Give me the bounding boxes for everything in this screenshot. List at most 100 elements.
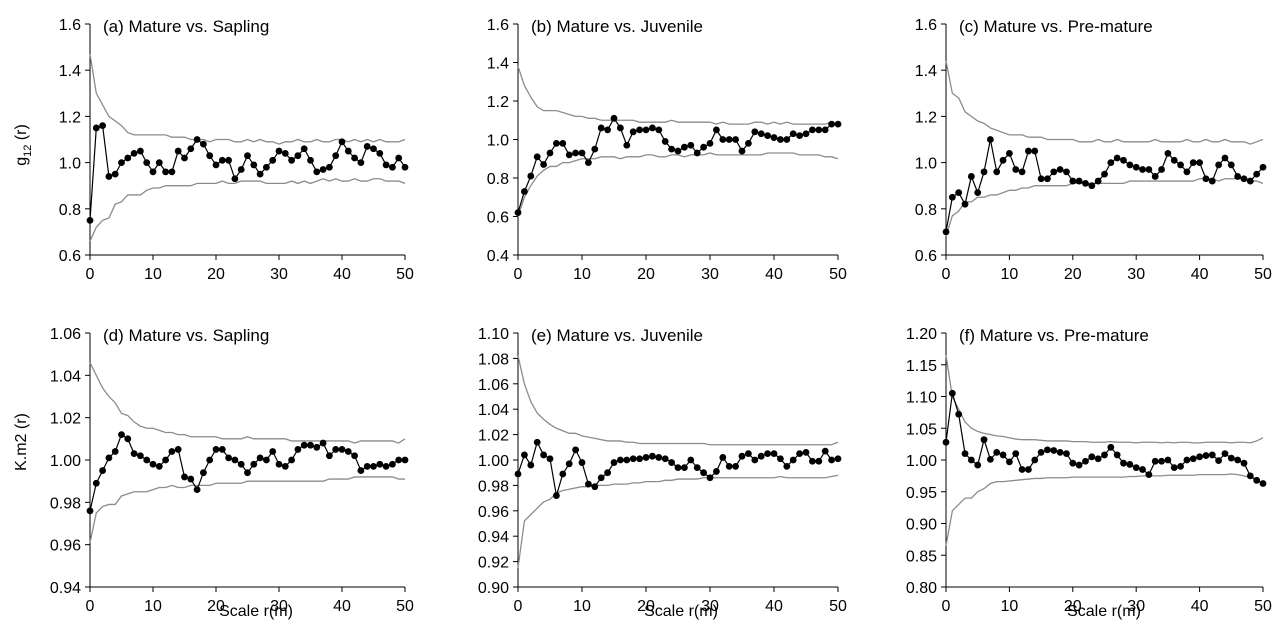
x-tick-label-c: 40: [1191, 266, 1209, 283]
observed-point-e: [796, 450, 803, 458]
observed-point-f: [1012, 450, 1020, 458]
observed-point-c: [1253, 170, 1261, 178]
observed-line-b: [517, 117, 838, 213]
x-tick-label-f: 30: [1127, 598, 1145, 615]
observed-point-c: [1196, 159, 1203, 167]
observed-point-c: [1113, 154, 1121, 162]
observed-point-a: [281, 149, 289, 157]
observed-point-c: [1056, 166, 1064, 173]
panel-a: 0.6 0.8 1.0 1.2 1.4 1.6 0 10 20 30 40 50 (a) Mature …: [59, 17, 414, 283]
observed-point-a: [137, 147, 144, 155]
y-tick-label-f: 0.90: [906, 517, 937, 534]
observed-point-b: [514, 209, 522, 217]
observed-line-c: [945, 139, 1264, 233]
observed-point-f: [1189, 455, 1197, 463]
observed-point-c: [1234, 173, 1242, 180]
y-tick-label-d: 1.06: [50, 326, 81, 343]
y-tick-label-f: 1.15: [906, 358, 937, 375]
observed-point-f: [1056, 448, 1064, 456]
y-axis-label-top-subscript: 12: [22, 145, 34, 157]
observed-point-b: [770, 134, 778, 141]
observed-point-d: [99, 467, 106, 474]
observed-point-d: [326, 452, 333, 460]
observed-point-e: [789, 456, 797, 464]
observed-point-e: [572, 446, 579, 454]
observed-point-a: [288, 156, 295, 164]
observed-point-b: [585, 159, 592, 167]
observed-point-f: [1132, 464, 1140, 472]
x-tick-label-a: 40: [333, 266, 351, 283]
observed-point-b: [757, 130, 765, 138]
observed-point-e: [738, 452, 746, 460]
y-tick-label-d: 1.04: [50, 368, 81, 385]
x-tick-label-a: 10: [144, 266, 162, 283]
observed-point-d: [231, 456, 239, 464]
observed-point-a: [326, 163, 333, 171]
observed-point-e: [757, 452, 765, 460]
observed-point-c: [1139, 166, 1146, 173]
observed-point-d: [137, 452, 144, 460]
observed-point-d: [288, 456, 295, 464]
x-tick-label-a: 20: [207, 266, 225, 283]
observed-point-b: [700, 143, 707, 151]
observed-point-e: [636, 455, 643, 463]
observed-point-f: [948, 389, 956, 397]
observed-point-e: [802, 448, 810, 456]
y-tick-label-f: 1.05: [906, 421, 937, 438]
observed-point-f: [955, 410, 963, 418]
x-tick-label-d: 30: [270, 598, 288, 615]
observed-point-b: [597, 124, 605, 132]
observed-point-a: [344, 147, 352, 155]
observed-point-b: [789, 130, 797, 138]
observed-point-d: [376, 460, 384, 468]
x-tick-label-b: 20: [637, 266, 655, 283]
x-axis-label-panel-e: Scale r(m): [644, 603, 718, 620]
observed-point-b: [533, 153, 541, 161]
x-tick-label-d: 0: [86, 598, 95, 615]
observed-point-f: [1037, 448, 1045, 456]
observed-point-d: [338, 446, 346, 453]
observed-point-b: [725, 136, 733, 143]
observed-point-f: [1253, 476, 1261, 484]
panel-c: 0.6 0.8 1.0 1.2 1.4 1.6 0 10 20 30 40 50 (c) Mature …: [915, 17, 1272, 283]
observed-point-a: [86, 216, 94, 224]
observed-point-d: [218, 446, 226, 453]
observed-point-e: [623, 456, 631, 464]
observed-point-f: [1221, 450, 1229, 458]
observed-line-f: [945, 393, 1264, 485]
observed-point-c: [1012, 166, 1020, 173]
observed-point-e: [617, 456, 624, 464]
observed-point-f: [1031, 456, 1039, 464]
y-tick-label-b: 1.0: [487, 133, 509, 150]
observed-point-b: [559, 139, 567, 147]
y-tick-label-f: 1.10: [906, 390, 937, 407]
observed-point-a: [206, 152, 214, 160]
observed-point-c: [1075, 177, 1083, 185]
observed-point-c: [1025, 147, 1032, 155]
observed-point-a: [275, 147, 283, 155]
lower-envelope-line-a: [89, 178, 406, 242]
observed-point-b: [834, 120, 842, 128]
observed-point-f: [1164, 456, 1172, 464]
panel-e: 0.90 0.92 0.94 0.96 0.98 1.00 1.02 1.04 1.06 1.08…: [478, 326, 847, 615]
y-axis-label-top-text: g12 (r): [13, 124, 34, 166]
observed-point-a: [231, 175, 239, 183]
observed-point-a: [263, 163, 270, 171]
observed-point-d: [389, 460, 396, 468]
observed-point-a: [332, 152, 340, 160]
observed-point-d: [256, 454, 264, 462]
upper-envelope-line-d: [89, 362, 406, 444]
y-tick-label-e: 1.02: [478, 428, 509, 445]
x-tick-label-a: 50: [396, 266, 414, 283]
observed-point-f: [1183, 456, 1191, 464]
observed-point-b: [629, 128, 637, 136]
observed-point-a: [149, 168, 157, 176]
observed-point-f: [986, 455, 994, 463]
y-tick-label-e: 1.06: [478, 377, 509, 394]
observed-point-a: [181, 154, 188, 162]
observed-point-b: [713, 126, 720, 134]
observed-point-d: [130, 450, 138, 458]
observed-point-c: [1120, 156, 1127, 164]
observed-point-f: [1246, 472, 1254, 480]
observed-point-e: [661, 455, 669, 463]
